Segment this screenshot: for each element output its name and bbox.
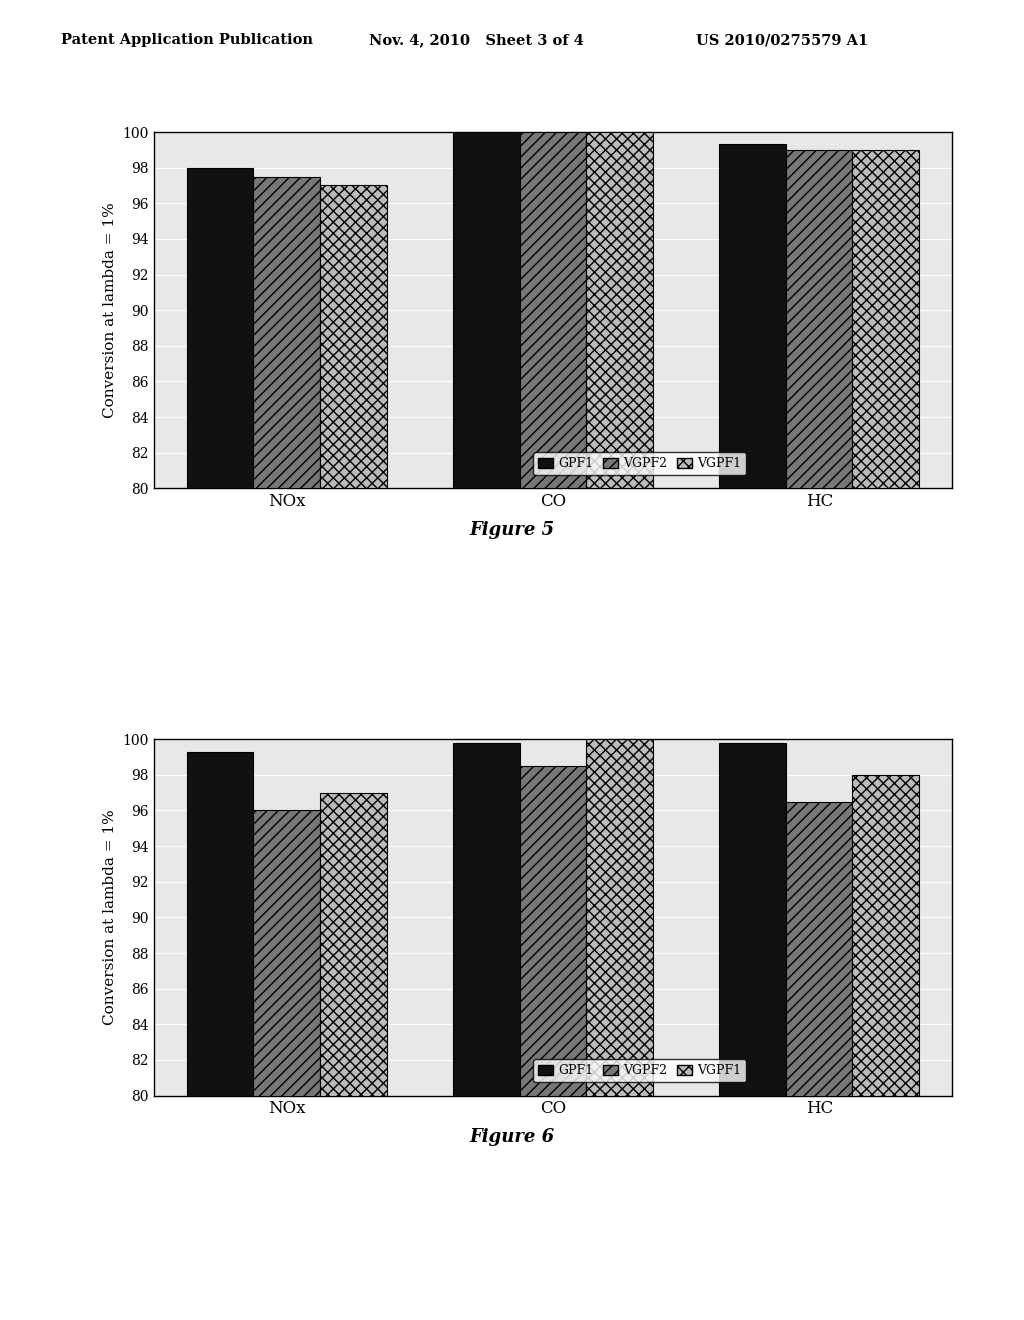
Bar bbox=[187, 751, 254, 1096]
Bar bbox=[254, 177, 319, 488]
Bar bbox=[786, 149, 852, 488]
Bar bbox=[852, 149, 920, 488]
Y-axis label: Conversion at lambda = 1%: Conversion at lambda = 1% bbox=[102, 202, 117, 418]
Bar bbox=[786, 801, 852, 1096]
Bar bbox=[254, 810, 319, 1096]
Bar bbox=[319, 792, 387, 1096]
Bar bbox=[586, 132, 653, 488]
Y-axis label: Conversion at lambda = 1%: Conversion at lambda = 1% bbox=[102, 809, 117, 1026]
Text: Figure 6: Figure 6 bbox=[469, 1127, 555, 1146]
Text: Nov. 4, 2010   Sheet 3 of 4: Nov. 4, 2010 Sheet 3 of 4 bbox=[369, 33, 584, 48]
Text: US 2010/0275579 A1: US 2010/0275579 A1 bbox=[696, 33, 868, 48]
Bar bbox=[319, 186, 387, 488]
Legend: GPF1, VGPF2, VGPF1: GPF1, VGPF2, VGPF1 bbox=[534, 451, 746, 475]
Bar bbox=[586, 739, 653, 1096]
Bar bbox=[453, 743, 520, 1096]
Text: Figure 5: Figure 5 bbox=[469, 520, 555, 539]
Legend: GPF1, VGPF2, VGPF1: GPF1, VGPF2, VGPF1 bbox=[534, 1059, 746, 1082]
Text: Patent Application Publication: Patent Application Publication bbox=[61, 33, 313, 48]
Bar bbox=[852, 775, 920, 1096]
Bar bbox=[719, 743, 786, 1096]
Bar bbox=[719, 144, 786, 488]
Bar bbox=[453, 132, 520, 488]
Bar bbox=[187, 168, 254, 488]
Bar bbox=[520, 132, 586, 488]
Bar bbox=[520, 766, 586, 1096]
